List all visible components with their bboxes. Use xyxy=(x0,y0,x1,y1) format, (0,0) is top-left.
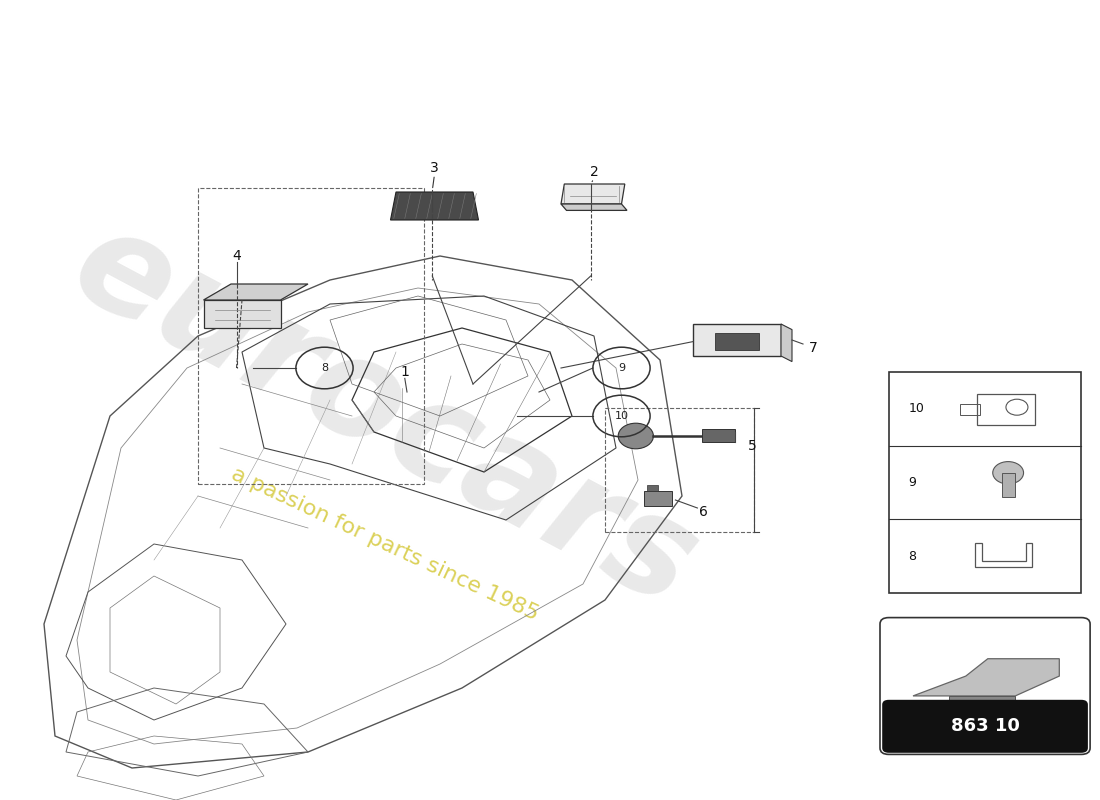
Bar xyxy=(198,188,424,484)
Text: 10: 10 xyxy=(909,402,924,415)
FancyBboxPatch shape xyxy=(882,700,1088,753)
FancyBboxPatch shape xyxy=(880,618,1090,754)
Polygon shape xyxy=(204,300,280,328)
Text: a passion for parts since 1985: a passion for parts since 1985 xyxy=(228,464,542,624)
Bar xyxy=(715,333,759,350)
Text: 2: 2 xyxy=(590,165,598,179)
Text: 9: 9 xyxy=(618,363,625,373)
Bar xyxy=(644,491,672,506)
Polygon shape xyxy=(913,658,1059,696)
Bar xyxy=(889,372,1081,593)
Bar xyxy=(702,429,735,442)
Bar xyxy=(978,394,1035,425)
Polygon shape xyxy=(561,184,625,204)
Text: 3: 3 xyxy=(430,161,439,175)
Polygon shape xyxy=(949,696,1015,705)
Polygon shape xyxy=(781,324,792,362)
Polygon shape xyxy=(390,192,478,220)
Text: 4: 4 xyxy=(232,249,241,263)
Text: 1: 1 xyxy=(400,365,409,379)
Polygon shape xyxy=(204,284,308,300)
Bar xyxy=(647,485,658,491)
Text: 10: 10 xyxy=(615,411,628,421)
Text: 5: 5 xyxy=(748,439,757,454)
Text: 8: 8 xyxy=(321,363,328,373)
Bar xyxy=(959,404,980,415)
Bar xyxy=(605,408,754,532)
Text: 9: 9 xyxy=(909,476,916,489)
Text: 8: 8 xyxy=(909,550,916,562)
Circle shape xyxy=(618,423,653,449)
Polygon shape xyxy=(561,204,627,210)
Text: eurocars: eurocars xyxy=(52,196,718,636)
Polygon shape xyxy=(693,324,781,356)
Circle shape xyxy=(993,462,1024,484)
Bar xyxy=(889,705,1081,748)
Bar xyxy=(1002,473,1015,497)
Text: 7: 7 xyxy=(808,341,817,355)
Text: 6: 6 xyxy=(698,505,707,519)
Text: 863 10: 863 10 xyxy=(950,718,1020,735)
